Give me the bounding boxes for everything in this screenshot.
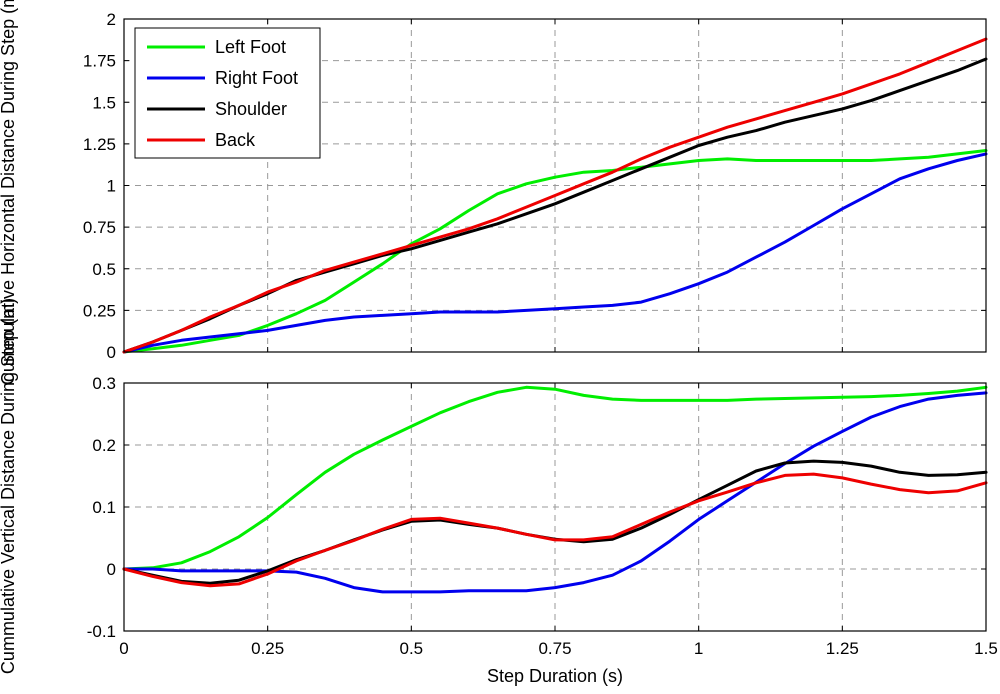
y-tick-label: 0.3 [92, 374, 116, 393]
x-tick-label: 0 [119, 639, 128, 658]
y-tick-label: -0.1 [87, 622, 116, 641]
series-line-left-foot [122, 149, 988, 354]
y-tick-label: 0.5 [92, 260, 116, 279]
y-tick-label: 0.75 [83, 218, 116, 237]
y-tick-label: 2 [107, 10, 116, 29]
y-tick-label: 0.2 [92, 436, 116, 455]
x-tick-label: 0.5 [400, 639, 424, 658]
legend-label: Back [215, 130, 256, 150]
y-tick-label: 1 [107, 177, 116, 196]
legend-label: Left Foot [215, 37, 286, 57]
legend-label: Shoulder [215, 99, 287, 119]
series-line-left-foot [122, 385, 988, 571]
plot-frame [123, 382, 987, 632]
y-tick-label: 0.1 [92, 498, 116, 517]
vertical-distance-plot: 0 0.25 0.5 0.75 1 1.25 1.5-0.100.10.20.3 [87, 374, 998, 658]
x-tick-label: 0.75 [538, 639, 571, 658]
y-tick-label: 1.75 [83, 52, 116, 71]
y-axis-label-vertical: Cummulative Vertical Distance During Ste… [0, 298, 18, 674]
series-line-back [122, 37, 988, 354]
legend-box [134, 27, 321, 159]
x-tick-label: 0.25 [251, 639, 284, 658]
x-axis-label: Step Duration (s) [487, 666, 623, 686]
y-tick-label: 0 [107, 343, 116, 362]
y-tick-label: 0.25 [83, 301, 116, 320]
y-tick-label: 0 [107, 560, 116, 579]
series-line-right-foot [122, 152, 988, 354]
series-line-back [122, 472, 988, 588]
x-tick-label: 1.25 [826, 639, 859, 658]
y-tick-label: 1.25 [83, 135, 116, 154]
legend-label: Right Foot [215, 68, 298, 88]
x-tick-label: 1.5 [974, 639, 998, 658]
plot-frame [123, 18, 987, 353]
legend: Left Foot Right Foot Shoulder Back [134, 27, 321, 159]
y-tick-label: 1.5 [92, 93, 116, 112]
x-tick-label: 1 [694, 639, 703, 658]
y-axis-label-horizontal: Cummulative Horizontal Distance During S… [0, 0, 18, 385]
